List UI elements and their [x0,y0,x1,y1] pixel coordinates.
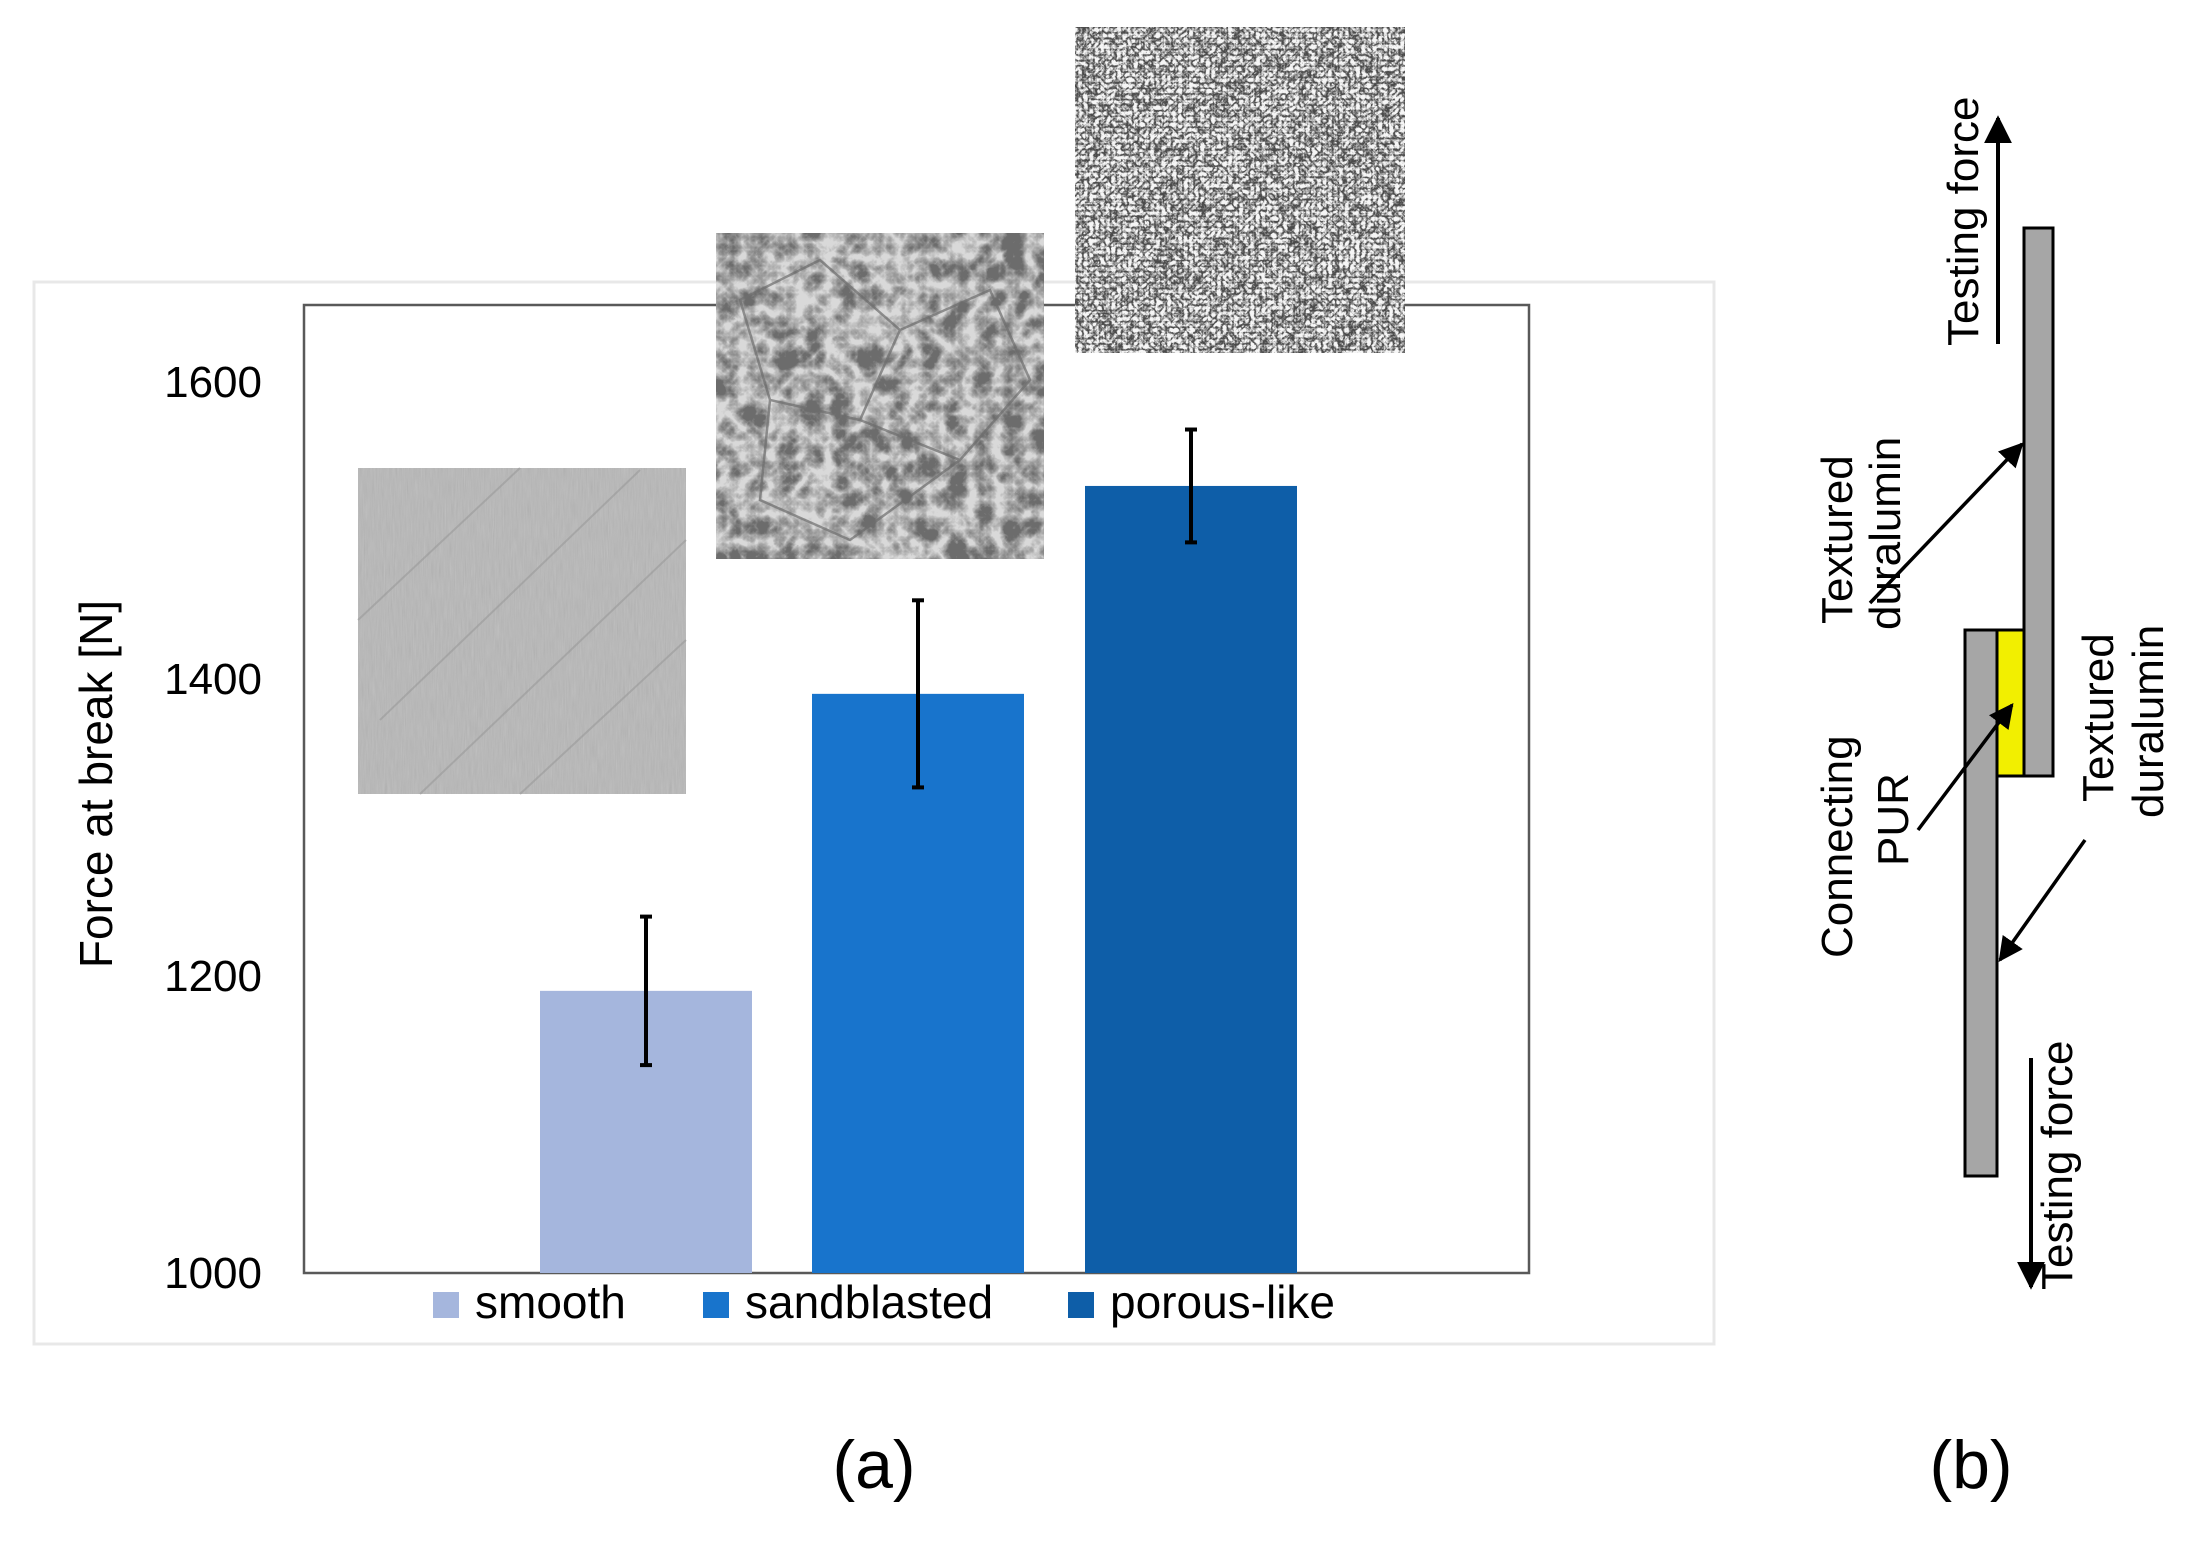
label-textured-upper-line2: duralumin [1861,437,1910,630]
legend-swatch-smooth [433,1292,459,1318]
legend-label-porous-like: porous-like [1110,1276,1335,1328]
y-axis-ticks: 1000 1200 1400 1600 [164,358,262,1298]
y-tick-label-1200: 1200 [164,952,262,1001]
label-textured-lower-line2: duralumin [2124,625,2173,818]
sandblasted-surface-micrograph [716,233,1044,559]
error-bar-sandblasted [912,598,924,790]
bar-porous-like [1085,485,1297,1273]
legend-swatch-sandblasted [703,1292,729,1318]
bar-sandblasted [812,693,1024,1273]
porous-like-surface-micrograph [1075,27,1405,353]
upper-duralumin-plate [2022,226,2055,778]
pur-adhesive-layer [1995,628,2026,778]
legend: smooth sandblasted porous-like [433,1276,1335,1328]
legend-swatch-porous-like [1068,1292,1094,1318]
label-testing-force-top: Testing force [1939,97,1988,346]
error-bar-porous-like [1185,427,1197,545]
pointer-upper-plate [1868,442,2024,605]
label-pur: PUR [1869,773,1918,866]
panel-label-a: (a) [832,1427,915,1503]
label-textured-lower-line1: Textured [2074,633,2123,802]
legend-label-sandblasted: sandblasted [745,1276,993,1328]
y-tick-label-1400: 1400 [164,655,262,704]
panel-label-b: (b) [1929,1427,2012,1503]
lower-duralumin-plate [1963,628,1999,1178]
smooth-surface-micrograph [357,467,687,795]
pointer-pur [1916,703,2014,832]
label-textured-upper-line1: Textured [1813,455,1862,624]
legend-label-smooth: smooth [475,1276,626,1328]
error-bars-group [640,427,1197,1068]
label-testing-force-bottom: Testing force [2033,1041,2082,1290]
lap-joint-diagram: Testing force Testing force Textured dur… [1813,97,2173,1290]
pointer-lower-plate [1998,838,2087,962]
y-tick-label-1000: 1000 [164,1249,262,1298]
error-bar-smooth [640,914,652,1068]
y-axis-title: Force at break [N] [70,600,122,968]
y-tick-label-1600: 1600 [164,358,262,407]
label-connecting: Connecting [1813,735,1862,958]
